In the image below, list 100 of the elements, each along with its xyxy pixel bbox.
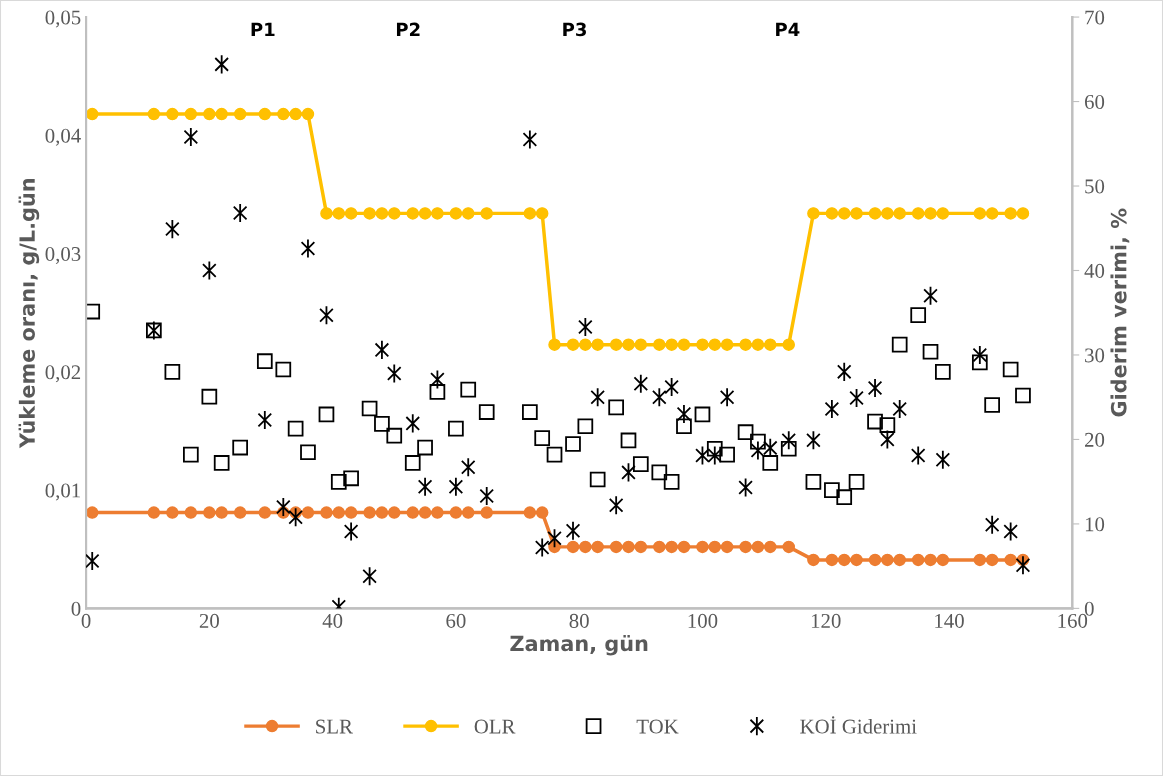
point — [807, 553, 820, 567]
point — [609, 540, 623, 554]
point — [203, 107, 216, 121]
point — [418, 207, 432, 220]
y2-tick-label: 50 — [1085, 179, 1105, 194]
point — [363, 207, 376, 220]
point — [480, 506, 493, 519]
point — [417, 439, 433, 456]
point — [708, 338, 722, 351]
point — [203, 506, 216, 519]
point — [431, 207, 444, 220]
point — [825, 553, 839, 567]
point — [388, 207, 401, 220]
point — [388, 506, 401, 519]
point — [708, 540, 722, 554]
point — [276, 497, 291, 517]
point — [300, 444, 316, 461]
point — [546, 446, 563, 463]
point — [924, 553, 937, 567]
legend-label: OLR — [474, 719, 516, 734]
point — [707, 445, 723, 466]
point — [213, 455, 230, 471]
point — [431, 506, 444, 519]
point — [201, 388, 218, 405]
point — [319, 305, 334, 326]
point — [837, 207, 851, 220]
point — [362, 566, 377, 587]
x-tick-label: 140 — [935, 613, 964, 628]
point — [824, 399, 840, 419]
point — [634, 540, 648, 554]
point — [910, 307, 927, 323]
point — [665, 338, 678, 351]
point — [147, 506, 161, 519]
point — [632, 456, 649, 472]
point — [343, 521, 359, 542]
point — [836, 361, 852, 382]
point — [184, 107, 198, 121]
point — [985, 553, 999, 567]
point — [363, 506, 376, 519]
point — [535, 207, 549, 220]
point — [566, 540, 580, 554]
point — [868, 553, 882, 567]
point — [934, 364, 951, 380]
point — [591, 540, 604, 554]
point — [479, 486, 495, 506]
point — [301, 506, 315, 519]
x-tick-label: 160 — [1058, 613, 1088, 628]
point — [449, 506, 463, 519]
point — [750, 440, 766, 461]
point — [751, 338, 765, 351]
point — [478, 404, 495, 420]
point — [183, 127, 199, 147]
point — [565, 520, 581, 541]
point — [764, 338, 777, 351]
point — [867, 377, 883, 398]
point — [275, 361, 292, 378]
point — [837, 553, 851, 567]
point — [448, 476, 464, 497]
point — [762, 455, 779, 471]
point — [566, 338, 580, 351]
point — [232, 203, 248, 223]
point — [86, 107, 99, 121]
point — [665, 540, 678, 554]
x-tick-label: 20 — [199, 613, 219, 628]
point — [653, 540, 666, 554]
point — [461, 207, 475, 220]
point — [164, 364, 181, 380]
point — [256, 353, 273, 370]
point — [448, 420, 464, 437]
point — [608, 399, 625, 416]
point — [214, 54, 229, 75]
point — [622, 338, 635, 351]
point — [301, 107, 315, 121]
point — [923, 285, 938, 306]
point — [922, 343, 939, 360]
y-tick-label: 0 — [71, 601, 81, 616]
point — [289, 107, 302, 121]
y2-tick-label: 20 — [1085, 432, 1105, 447]
x-tick-label: 80 — [569, 613, 589, 628]
point — [750, 433, 766, 450]
point — [911, 553, 925, 567]
y-tick-label: 0,02 — [45, 365, 81, 383]
point — [880, 429, 895, 450]
point — [343, 470, 359, 487]
point — [720, 338, 734, 351]
point — [911, 207, 925, 220]
point — [375, 207, 389, 220]
point — [824, 482, 840, 498]
legend-label: SLR — [316, 719, 353, 734]
point — [523, 207, 537, 220]
point — [971, 354, 988, 371]
point — [651, 464, 668, 481]
point — [534, 430, 551, 446]
point — [634, 338, 648, 351]
point — [86, 506, 99, 519]
point — [664, 377, 679, 397]
point — [579, 338, 592, 351]
point — [547, 528, 562, 549]
point — [165, 219, 180, 240]
point — [233, 107, 247, 121]
